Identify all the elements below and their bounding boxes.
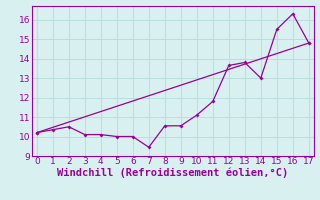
X-axis label: Windchill (Refroidissement éolien,°C): Windchill (Refroidissement éolien,°C) bbox=[57, 168, 288, 178]
